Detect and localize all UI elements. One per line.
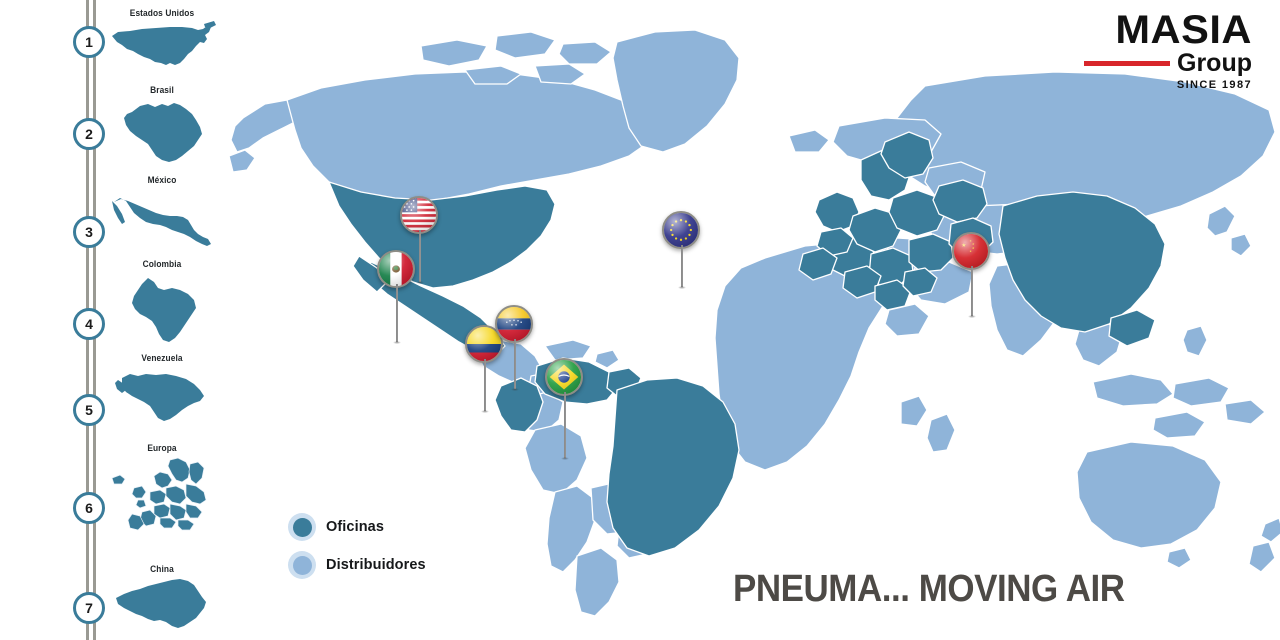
timeline-item-europa[interactable]: Europa 6	[0, 440, 225, 548]
timeline-number: 4	[73, 308, 105, 340]
timeline-label: Europa	[147, 443, 177, 454]
timeline-label: México	[147, 175, 177, 186]
timeline-label: Colombia	[142, 259, 182, 270]
ve-flag-icon	[495, 305, 533, 343]
legend-swatch-oficinas	[288, 513, 316, 541]
usa-shape-icon	[108, 18, 218, 74]
colombia-shape-icon	[108, 272, 218, 348]
timeline-label: Brasil	[150, 85, 174, 96]
mx-flag-icon	[377, 250, 415, 288]
logo-group-row: Group	[1072, 51, 1252, 76]
masia-group-logo[interactable]: MASIA Group SINCE 1987	[1072, 10, 1252, 91]
timeline-number: 2	[73, 118, 105, 150]
brasil-shape-icon	[108, 96, 218, 168]
timeline-number: 7	[73, 592, 105, 624]
br-flag-icon	[545, 358, 583, 396]
timeline-label: Estados Unidos	[129, 8, 195, 19]
china-shape-icon	[108, 576, 218, 632]
legend-item-distribuidores[interactable]: Distribuidores	[288, 546, 426, 584]
timeline-item-mexico[interactable]: México 3	[0, 172, 225, 264]
world-map-area	[225, 0, 1280, 640]
timeline-item-brasil[interactable]: Brasil 2	[0, 82, 225, 174]
timeline-item-estados-unidos[interactable]: Estados Unidos 1	[0, 0, 225, 90]
logo-wordmark: MASIA	[1115, 8, 1252, 52]
map-legend: Oficinas Distribuidores	[288, 508, 426, 584]
legend-swatch-distribuidores	[288, 551, 316, 579]
mexico-shape-icon	[108, 194, 218, 252]
timeline-number: 6	[73, 492, 105, 524]
timeline-item-colombia[interactable]: Colombia 4	[0, 256, 225, 350]
europa-shape-icon	[98, 454, 218, 532]
legend-item-oficinas[interactable]: Oficinas	[288, 508, 426, 546]
logo-since: SINCE 1987	[1176, 79, 1252, 91]
cn-flag-icon	[952, 232, 990, 270]
timeline-number: 1	[73, 26, 105, 58]
timeline-number: 5	[73, 394, 105, 426]
us-flag-icon	[400, 196, 438, 234]
legend-label: Oficinas	[326, 519, 385, 535]
logo-subword: Group	[1177, 49, 1252, 77]
timeline-label: Venezuela	[141, 353, 183, 364]
logo-red-bar	[1084, 61, 1170, 66]
legend-label: Distribuidores	[326, 557, 426, 573]
timeline-item-china[interactable]: China 7	[0, 548, 225, 640]
venezuela-shape-icon	[108, 366, 218, 428]
timeline-item-venezuela[interactable]: Venezuela 5	[0, 350, 225, 442]
timeline-label: China	[150, 564, 174, 575]
timeline-number: 3	[73, 216, 105, 248]
country-timeline-sidebar: Estados Unidos 1 Brasil 2 México 3	[0, 0, 225, 640]
tagline: PNEUMA... MOVING AIR	[733, 568, 1125, 610]
eu-flag-icon	[662, 211, 700, 249]
